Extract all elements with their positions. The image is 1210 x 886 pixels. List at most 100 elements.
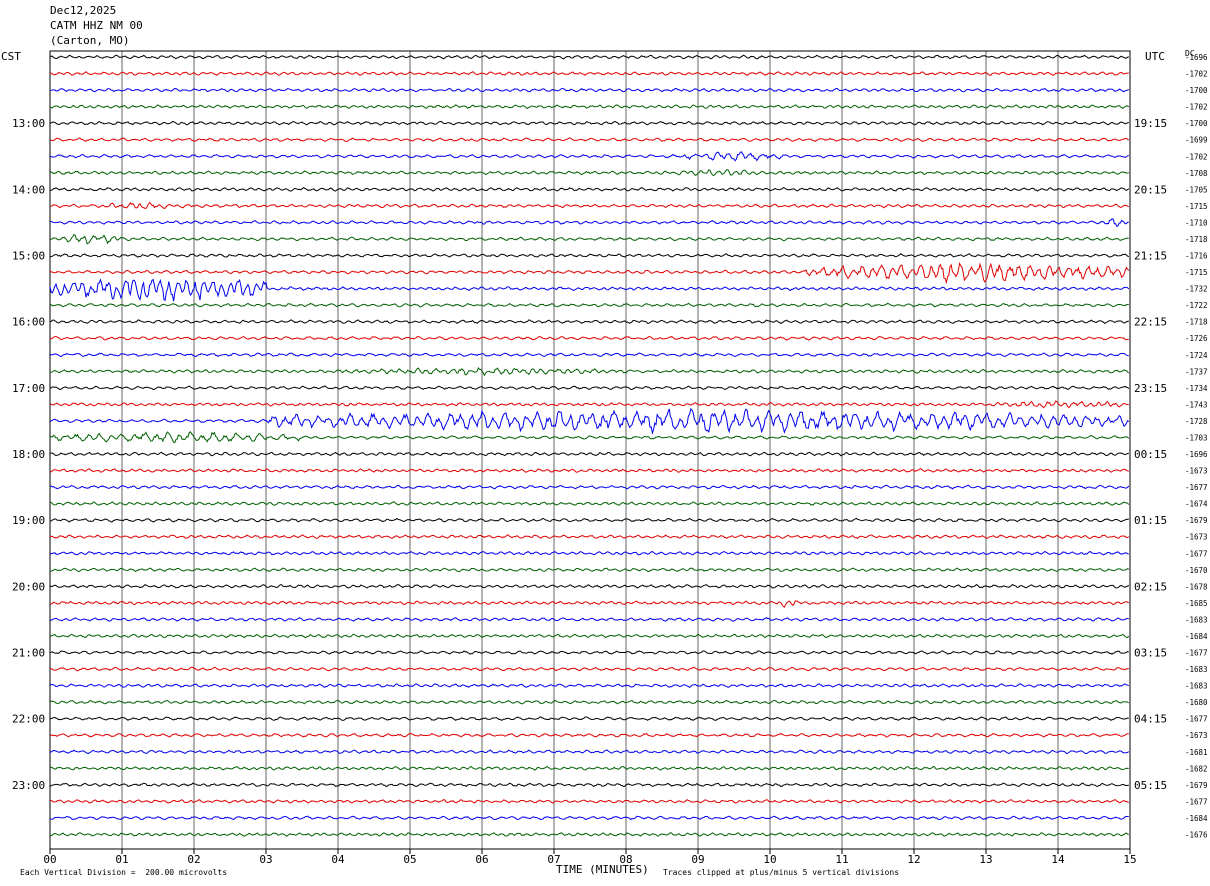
x-tick-label: 04 bbox=[331, 853, 345, 866]
right-hour-label: 03:15 bbox=[1134, 647, 1167, 660]
right-hour-label: 05:15 bbox=[1134, 779, 1167, 792]
x-tick-label: 14 bbox=[1051, 853, 1065, 866]
dc-offset-label: -1702 bbox=[1185, 152, 1208, 161]
left-hour-label: 22:00 bbox=[12, 713, 45, 726]
trace-row-9 bbox=[49, 201, 1130, 210]
trace-row-35 bbox=[49, 633, 1130, 639]
x-tick-label: 01 bbox=[115, 853, 128, 866]
dc-offset-label: -1705 bbox=[1185, 185, 1208, 194]
trace-row-27 bbox=[49, 501, 1130, 506]
dc-offset-label: -1676 bbox=[1185, 830, 1208, 839]
trace-row-11 bbox=[49, 233, 1129, 245]
trace-row-19 bbox=[49, 367, 1130, 377]
x-tick-label: 10 bbox=[763, 853, 776, 866]
dc-offset-label: -1702 bbox=[1185, 70, 1208, 79]
right-hour-label: 21:15 bbox=[1134, 250, 1167, 263]
dc-offset-label: -1678 bbox=[1185, 582, 1208, 591]
trace-row-38 bbox=[49, 683, 1130, 688]
dc-offset-label: -1684 bbox=[1185, 814, 1208, 823]
dc-offset-label: -1680 bbox=[1185, 698, 1208, 707]
x-tick-label: 00 bbox=[43, 853, 56, 866]
dc-offset-label: -1734 bbox=[1185, 384, 1208, 393]
x-tick-label: 05 bbox=[403, 853, 416, 866]
left-hour-label: 16:00 bbox=[12, 316, 45, 329]
right-hour-label: 01:15 bbox=[1134, 514, 1167, 527]
dc-offset-label: -1718 bbox=[1185, 318, 1208, 327]
x-tick-label: 08 bbox=[619, 853, 632, 866]
right-hour-label: 19:15 bbox=[1134, 117, 1167, 130]
left-hour-label: 15:00 bbox=[12, 250, 45, 263]
dc-offset-label: -1677 bbox=[1185, 649, 1208, 658]
trace-row-24 bbox=[49, 451, 1129, 457]
trace-row-42 bbox=[49, 749, 1130, 755]
dc-offset-label: -1743 bbox=[1185, 400, 1208, 409]
trace-row-8 bbox=[49, 187, 1130, 192]
dc-offset-label: -1724 bbox=[1185, 351, 1208, 360]
trace-row-32 bbox=[49, 583, 1130, 589]
dc-offset-label: -1716 bbox=[1185, 252, 1208, 261]
dc-offset-label: -1710 bbox=[1185, 218, 1208, 227]
dc-offset-label: -1681 bbox=[1185, 748, 1208, 757]
dc-offset-label: -1696 bbox=[1185, 450, 1208, 459]
left-hour-label: 23:00 bbox=[12, 779, 45, 792]
dc-corner-label: DC bbox=[1185, 49, 1195, 58]
trace-row-41 bbox=[49, 732, 1129, 738]
dc-offset-label: -1703 bbox=[1185, 433, 1208, 442]
trace-row-22 bbox=[49, 407, 1130, 435]
trace-row-34 bbox=[49, 617, 1130, 622]
trace-row-20 bbox=[49, 385, 1130, 391]
trace-row-26 bbox=[49, 484, 1130, 490]
dc-offset-label: -1715 bbox=[1185, 202, 1208, 211]
trace-row-45 bbox=[49, 799, 1129, 804]
trace-row-47 bbox=[49, 832, 1129, 837]
x-tick-label: 13 bbox=[979, 853, 992, 866]
dc-offset-label: -1683 bbox=[1185, 615, 1208, 624]
left-hour-label: 17:00 bbox=[12, 382, 45, 395]
x-tick-label: 07 bbox=[547, 853, 560, 866]
trace-row-46 bbox=[49, 815, 1129, 821]
trace-row-39 bbox=[49, 699, 1130, 705]
trace-row-21 bbox=[49, 400, 1129, 409]
right-hour-label: 00:15 bbox=[1134, 448, 1167, 461]
station-location: (Carton, MO) bbox=[50, 34, 130, 47]
clip-note: Traces clipped at plus/minus 5 vertical … bbox=[663, 868, 900, 877]
dc-offset-label: -1677 bbox=[1185, 549, 1208, 558]
dc-offset-label: -1673 bbox=[1185, 467, 1208, 476]
dc-offset-label: -1673 bbox=[1185, 731, 1208, 740]
dc-offset-label: -1722 bbox=[1185, 301, 1208, 310]
right-axis-label: UTC bbox=[1145, 50, 1165, 63]
plot-frame bbox=[49, 50, 1131, 850]
left-hour-label: 14:00 bbox=[12, 183, 45, 196]
dc-offset-label: -1682 bbox=[1185, 764, 1208, 773]
trace-row-13 bbox=[49, 261, 1130, 285]
left-hour-label: 20:00 bbox=[12, 580, 45, 593]
dc-offset-label: -1700 bbox=[1185, 119, 1208, 128]
trace-row-30 bbox=[49, 550, 1129, 556]
trace-row-4 bbox=[49, 120, 1129, 126]
dc-offset-label: -1726 bbox=[1185, 334, 1208, 343]
trace-row-44 bbox=[49, 782, 1129, 788]
plot-date: Dec12,2025 bbox=[50, 4, 117, 17]
x-tick-label: 03 bbox=[259, 853, 272, 866]
trace-row-6 bbox=[49, 150, 1129, 162]
right-hour-label: 20:15 bbox=[1134, 183, 1167, 196]
left-hour-label: 19:00 bbox=[12, 514, 45, 527]
trace-row-23 bbox=[49, 431, 1130, 444]
trace-row-31 bbox=[49, 567, 1130, 573]
trace-row-17 bbox=[49, 335, 1129, 341]
left-axis-label: CST bbox=[1, 50, 21, 63]
x-tick-label: 11 bbox=[835, 853, 848, 866]
dc-offset-label: -1677 bbox=[1185, 715, 1208, 724]
dc-offset-label: -1696 bbox=[1185, 53, 1208, 62]
dc-offset-label: -1679 bbox=[1185, 781, 1208, 790]
dc-offset-label: -1670 bbox=[1185, 566, 1208, 575]
dc-offset-label: -1708 bbox=[1185, 169, 1208, 178]
station-code: CATM HHZ NM 00 bbox=[50, 19, 143, 32]
scale-note: Each Vertical Division = 200.00 microvol… bbox=[20, 868, 228, 877]
dc-offset-label: -1685 bbox=[1185, 599, 1208, 608]
dc-offset-label: -1679 bbox=[1185, 516, 1208, 525]
left-hour-label: 13:00 bbox=[12, 117, 45, 130]
trace-row-12 bbox=[49, 253, 1130, 258]
dc-offset-label: -1674 bbox=[1185, 500, 1208, 509]
